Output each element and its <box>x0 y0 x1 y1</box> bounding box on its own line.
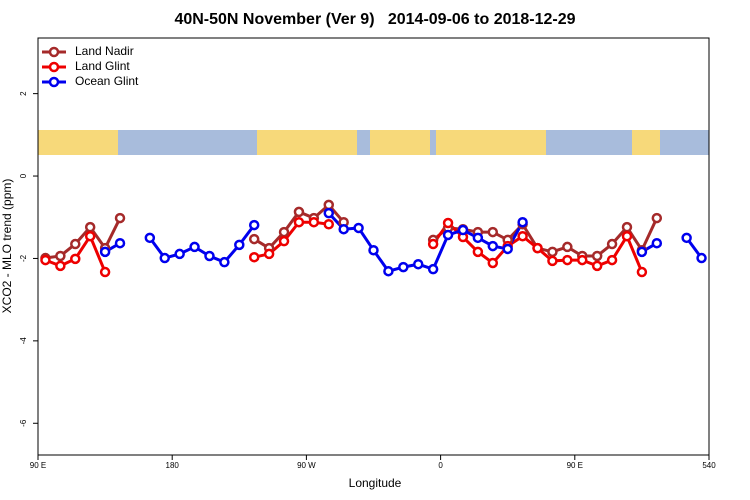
data-point <box>70 238 81 250</box>
data-point <box>398 261 409 273</box>
data-point <box>323 199 335 211</box>
data-point <box>383 265 394 277</box>
data-point <box>532 242 543 254</box>
data-point <box>40 254 51 266</box>
legend-label: Ocean Glint <box>75 74 139 88</box>
x-tick-label: 0 <box>438 461 443 470</box>
data-point <box>353 222 364 234</box>
data-point <box>547 246 558 258</box>
y-tick-label: -4 <box>19 337 28 345</box>
legend-marker <box>48 46 60 58</box>
y-tick-label: 0 <box>19 173 28 178</box>
data-point <box>427 263 439 275</box>
chart-title: 40N-50N November (Ver 9) 2014-09-06 to 2… <box>174 11 575 28</box>
data-point <box>114 237 126 249</box>
data-point <box>323 207 335 219</box>
data-point <box>144 232 156 244</box>
data-point <box>636 266 648 278</box>
data-point <box>278 226 290 238</box>
x-tick-label: 90 E <box>567 461 583 470</box>
data-point <box>681 232 692 244</box>
data-point <box>621 221 633 233</box>
y-tick-label: -2 <box>19 254 28 262</box>
data-point <box>651 212 663 224</box>
data-point <box>368 244 379 256</box>
data-point <box>189 241 200 253</box>
legend-marker <box>48 76 60 88</box>
data-point <box>427 238 439 250</box>
data-point <box>472 246 484 258</box>
data-point <box>323 218 335 230</box>
y-axis-label: XCO2 - MLO trend (ppm) <box>0 179 14 314</box>
data-point <box>696 252 707 264</box>
data-point <box>248 219 260 231</box>
data-point <box>651 237 663 249</box>
data-point <box>263 248 275 260</box>
x-tick-label: 90 W <box>297 461 316 470</box>
data-point <box>577 254 588 266</box>
legend-label: Land Nadir <box>75 44 134 58</box>
legend-label: Land Glint <box>75 59 130 73</box>
data-point <box>487 240 499 252</box>
y-tick-label: 2 <box>19 91 28 96</box>
data-point <box>234 239 245 251</box>
data-point <box>338 223 349 235</box>
data-point <box>487 257 499 269</box>
data-point <box>606 238 618 250</box>
data-point <box>159 252 170 264</box>
data-point <box>621 230 633 242</box>
x-tick-label: 180 <box>166 461 180 470</box>
data-point <box>517 216 528 228</box>
y-tick-label: -6 <box>19 419 28 427</box>
data-point <box>517 230 528 242</box>
data-point <box>457 224 469 236</box>
data-point <box>219 256 230 268</box>
data-point <box>84 221 96 233</box>
data-point <box>472 232 484 244</box>
x-tick-label: 540 <box>702 461 716 470</box>
data-point <box>174 248 185 260</box>
data-point <box>84 230 96 242</box>
data-point <box>442 229 454 241</box>
data-point <box>502 243 513 255</box>
data-point <box>293 206 305 218</box>
data-point <box>248 233 260 245</box>
data-point <box>99 266 111 278</box>
data-point <box>308 216 320 228</box>
data-point <box>204 250 215 262</box>
legend-marker <box>48 61 60 73</box>
data-point <box>114 212 126 224</box>
plot-frame <box>37 37 710 456</box>
data-point <box>487 226 499 238</box>
x-tick-label: 90 E <box>30 461 46 470</box>
data-point <box>442 217 454 229</box>
data-point <box>293 216 305 228</box>
data-point <box>562 241 573 253</box>
data-point <box>636 246 648 258</box>
data-point <box>591 260 603 272</box>
data-point <box>606 254 618 266</box>
data-point <box>55 250 66 262</box>
data-point <box>278 235 290 247</box>
data-point <box>248 251 260 263</box>
data-point <box>99 246 111 258</box>
data-point <box>70 253 81 265</box>
data-point <box>547 255 558 267</box>
map-strip <box>38 130 709 155</box>
x-axis-label: Longitude <box>349 476 402 490</box>
series-line <box>104 212 703 273</box>
data-point <box>591 250 603 262</box>
data-point <box>562 254 573 266</box>
data-point <box>55 260 66 272</box>
data-point <box>412 258 424 270</box>
